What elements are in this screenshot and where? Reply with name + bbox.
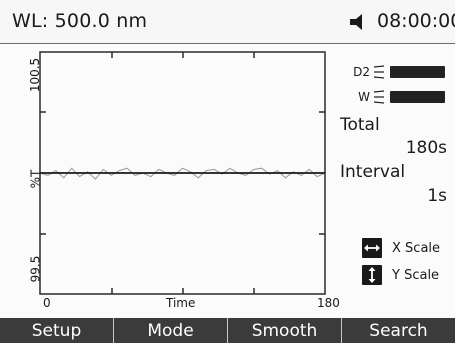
interval-value: 1s xyxy=(427,186,447,206)
x-scale-control[interactable]: X Scale xyxy=(362,238,440,258)
transmittance-chart: 100.5 %T 99.5 0 Time 180 xyxy=(0,44,340,321)
x-tick-label-start: 0 xyxy=(43,296,51,310)
mode-softkey[interactable]: Mode xyxy=(114,318,228,343)
total-label: Total xyxy=(340,115,380,135)
x-tick-label-end: 180 xyxy=(317,296,340,310)
softkey-bar: Setup Mode Smooth Search xyxy=(0,318,455,343)
speaker-icon[interactable] xyxy=(348,13,370,31)
y-tick-label-bottom: 99.5 xyxy=(28,255,43,283)
x-scale-label: X Scale xyxy=(392,240,441,256)
clock-readout: 08:00:00 xyxy=(377,10,455,32)
lamp-rays-icon xyxy=(374,90,385,104)
interval-label: Interval xyxy=(340,162,406,182)
lamp-w-status: W xyxy=(344,89,445,105)
series-line-0 xyxy=(39,167,326,180)
lamp-d2-bar xyxy=(390,66,445,78)
lamp-w-label: W xyxy=(358,90,370,104)
y-scale-control[interactable]: Y Scale xyxy=(362,265,439,285)
smooth-softkey[interactable]: Smooth xyxy=(228,318,342,343)
search-softkey[interactable]: Search xyxy=(369,320,428,341)
lamp-d2-label: D2 xyxy=(353,65,370,79)
chart-canvas xyxy=(39,51,326,295)
setup-softkey[interactable]: Setup xyxy=(0,318,114,343)
lamp-d2-status: D2 xyxy=(344,64,445,80)
vertical-arrows-icon xyxy=(362,265,382,285)
y-tick-label-top: 100.5 xyxy=(28,57,43,93)
wavelength-readout: WL: 500.0 nm xyxy=(12,10,148,32)
total-value: 180s xyxy=(405,138,447,158)
lamp-rays-icon xyxy=(374,65,385,79)
horizontal-arrows-icon xyxy=(362,238,382,258)
lamp-w-bar xyxy=(390,91,445,103)
status-header: WL: 500.0 nm 08:00:00 xyxy=(0,0,455,44)
x-axis-label: Time xyxy=(166,296,196,310)
y-scale-label: Y Scale xyxy=(392,267,440,283)
y-axis-label: %T xyxy=(28,169,43,189)
